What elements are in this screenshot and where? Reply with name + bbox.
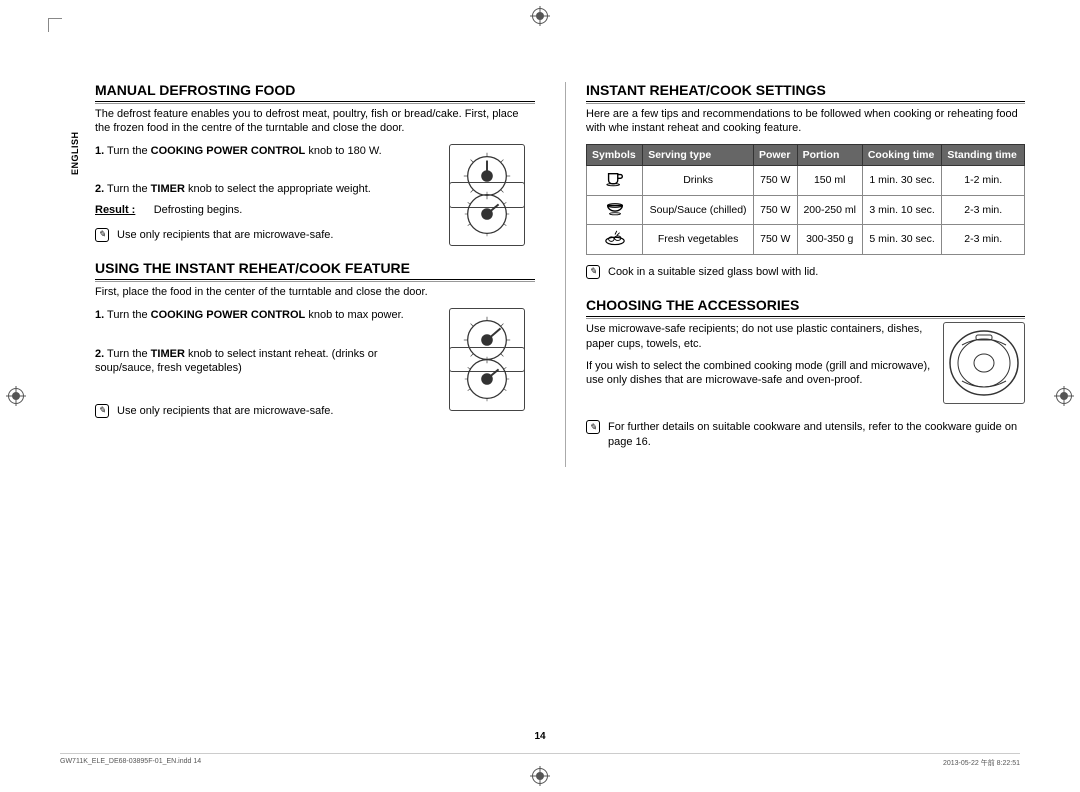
- footer-left: GW711K_ELE_DE68-03895F-01_EN.indd 14: [60, 758, 201, 768]
- col-portion: Portion: [797, 144, 862, 166]
- step-bold: TIMER: [151, 348, 185, 360]
- note-text: For further details on suitable cookware…: [608, 420, 1025, 449]
- section-title-accessories: CHOOSING THE ACCESSORIES: [586, 297, 1025, 317]
- col-symbols: Symbols: [587, 144, 643, 166]
- settings-table: Symbols Serving type Power Portion Cooki…: [586, 144, 1025, 255]
- crop-mark: [48, 18, 62, 32]
- step-text: knob to 180 W.: [305, 145, 381, 157]
- cell: 150 ml: [797, 166, 862, 196]
- step-bold: TIMER: [151, 183, 185, 195]
- cell: Fresh vegetables: [643, 225, 754, 255]
- step-bold: COOKING POWER CONTROL: [151, 309, 306, 321]
- left-column: MANUAL DEFROSTING FOOD The defrost featu…: [95, 82, 535, 467]
- turntable-illustration: [943, 322, 1025, 404]
- timer-knob-illustration: [449, 347, 525, 411]
- reheat-step-2: 2. Turn the TIMER knob to select instant…: [95, 347, 535, 377]
- cell: 1 min. 30 sec.: [862, 166, 942, 196]
- step-text: knob to max power.: [305, 309, 403, 321]
- note-icon: ✎: [95, 228, 109, 242]
- table-row: Drinks 750 W 150 ml 1 min. 30 sec. 1-2 m…: [587, 166, 1025, 196]
- registration-mark-top: [532, 8, 548, 24]
- step-number: 2.: [95, 183, 104, 195]
- defrost-step-1: 1. Turn the COOKING POWER CONTROL knob t…: [95, 144, 535, 159]
- accessories-note: ✎ For further details on suitable cookwa…: [586, 420, 1025, 449]
- note-icon: ✎: [586, 265, 600, 279]
- note-icon: ✎: [95, 404, 109, 418]
- cell: 2-3 min.: [942, 225, 1025, 255]
- note-icon: ✎: [586, 420, 600, 434]
- cell: Soup/Sauce (chilled): [643, 195, 754, 225]
- cup-icon: [604, 170, 626, 186]
- step-text: Turn the: [107, 348, 151, 360]
- cell: 750 W: [753, 166, 797, 196]
- section-title-reheat-feature: USING THE INSTANT REHEAT/COOK FEATURE: [95, 260, 535, 280]
- section-title-reheat-settings: INSTANT REHEAT/COOK SETTINGS: [586, 82, 1025, 102]
- col-serving: Serving type: [643, 144, 754, 166]
- cell: Drinks: [643, 166, 754, 196]
- settings-note: ✎ Cook in a suitable sized glass bowl wi…: [586, 265, 1025, 279]
- language-tab: ENGLISH: [70, 131, 80, 175]
- step-bold: COOKING POWER CONTROL: [151, 145, 306, 157]
- note-text: Cook in a suitable sized glass bowl with…: [608, 265, 818, 279]
- cell: 750 W: [753, 195, 797, 225]
- cell: 1-2 min.: [942, 166, 1025, 196]
- footer-right: 2013-05-22 午前 8:22:51: [943, 758, 1020, 768]
- section-title-defrost: MANUAL DEFROSTING FOOD: [95, 82, 535, 102]
- registration-mark-right: [1056, 388, 1072, 404]
- bowl-icon: [604, 200, 626, 216]
- cell: 5 min. 30 sec.: [862, 225, 942, 255]
- defrost-intro: The defrost feature enables you to defro…: [95, 107, 535, 136]
- cell: 2-3 min.: [942, 195, 1025, 225]
- result-text: Defrosting begins.: [154, 204, 243, 216]
- settings-intro: Here are a few tips and recommendations …: [586, 107, 1025, 136]
- print-footer: GW711K_ELE_DE68-03895F-01_EN.indd 14 201…: [60, 753, 1020, 768]
- step-text: knob to select the appropriate weight.: [185, 183, 371, 195]
- cell: 300-350 g: [797, 225, 862, 255]
- note-text: Use only recipients that are microwave-s…: [117, 404, 333, 418]
- reheat-step-1: 1. Turn the COOKING POWER CONTROL knob t…: [95, 308, 535, 323]
- cell: 3 min. 10 sec.: [862, 195, 942, 225]
- right-column: INSTANT REHEAT/COOK SETTINGS Here are a …: [565, 82, 1025, 467]
- table-row: Soup/Sauce (chilled) 750 W 200-250 ml 3 …: [587, 195, 1025, 225]
- page-number: 14: [0, 731, 1080, 742]
- step-number: 1.: [95, 309, 104, 321]
- note-text: Use only recipients that are microwave-s…: [117, 228, 333, 242]
- col-cooking: Cooking time: [862, 144, 942, 166]
- col-standing: Standing time: [942, 144, 1025, 166]
- step-number: 2.: [95, 348, 104, 360]
- step-text: Turn the: [107, 183, 151, 195]
- col-power: Power: [753, 144, 797, 166]
- table-row: Fresh vegetables 750 W 300-350 g 5 min. …: [587, 225, 1025, 255]
- cell: 200-250 ml: [797, 195, 862, 225]
- vegetables-icon: [604, 229, 626, 245]
- step-number: 1.: [95, 145, 104, 157]
- registration-mark-left: [8, 388, 24, 404]
- reheat-intro: First, place the food in the center of t…: [95, 285, 535, 299]
- timer-knob-illustration: [449, 182, 525, 246]
- result-label: Result :: [95, 204, 135, 216]
- step-text: Turn the: [107, 145, 151, 157]
- registration-mark-bottom: [532, 768, 548, 784]
- step-text: Turn the: [107, 309, 151, 321]
- cell: 750 W: [753, 225, 797, 255]
- defrost-step-2: 2. Turn the TIMER knob to select the app…: [95, 182, 535, 218]
